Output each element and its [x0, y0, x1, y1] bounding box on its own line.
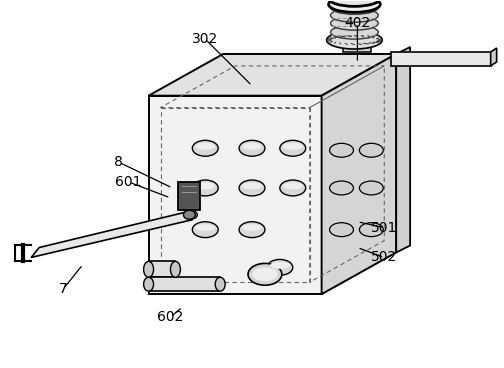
Polygon shape — [396, 47, 410, 252]
Text: 302: 302 — [192, 32, 218, 46]
Ellipse shape — [329, 0, 381, 6]
Ellipse shape — [215, 277, 225, 291]
Ellipse shape — [144, 277, 154, 291]
Ellipse shape — [196, 143, 215, 150]
Text: 7: 7 — [58, 282, 68, 296]
Ellipse shape — [280, 140, 306, 156]
Ellipse shape — [196, 224, 215, 231]
Ellipse shape — [239, 180, 265, 196]
Polygon shape — [31, 210, 196, 258]
Ellipse shape — [193, 180, 218, 196]
Ellipse shape — [359, 181, 383, 195]
Text: 8: 8 — [114, 155, 123, 169]
Text: 501: 501 — [371, 221, 398, 235]
Text: 502: 502 — [371, 251, 397, 265]
Ellipse shape — [330, 223, 353, 237]
Ellipse shape — [280, 180, 306, 196]
Polygon shape — [322, 54, 396, 294]
Ellipse shape — [242, 224, 262, 231]
Ellipse shape — [193, 140, 218, 156]
Ellipse shape — [270, 262, 290, 269]
Polygon shape — [149, 277, 220, 291]
Ellipse shape — [331, 8, 379, 22]
Ellipse shape — [359, 223, 383, 237]
Ellipse shape — [196, 183, 215, 190]
Polygon shape — [178, 182, 200, 210]
Polygon shape — [149, 96, 322, 294]
Ellipse shape — [283, 143, 303, 150]
Ellipse shape — [242, 143, 262, 150]
Polygon shape — [344, 40, 371, 52]
Ellipse shape — [327, 31, 382, 49]
Text: 601: 601 — [115, 175, 142, 189]
Ellipse shape — [183, 210, 196, 219]
Polygon shape — [149, 54, 396, 96]
Text: 602: 602 — [157, 310, 183, 324]
Text: 402: 402 — [344, 16, 370, 30]
Ellipse shape — [331, 16, 379, 30]
Ellipse shape — [239, 222, 265, 238]
Ellipse shape — [331, 25, 379, 39]
Ellipse shape — [252, 268, 278, 281]
Ellipse shape — [331, 0, 379, 14]
Ellipse shape — [193, 222, 218, 238]
Polygon shape — [491, 48, 496, 66]
Ellipse shape — [242, 183, 262, 190]
Ellipse shape — [359, 143, 383, 157]
Ellipse shape — [329, 0, 381, 12]
Polygon shape — [344, 35, 376, 40]
Ellipse shape — [170, 261, 180, 277]
Ellipse shape — [187, 211, 197, 219]
Ellipse shape — [283, 183, 303, 190]
Ellipse shape — [239, 140, 265, 156]
Ellipse shape — [330, 181, 353, 195]
Ellipse shape — [267, 259, 293, 275]
Ellipse shape — [248, 263, 282, 285]
Ellipse shape — [144, 261, 154, 277]
Polygon shape — [149, 261, 175, 277]
Polygon shape — [391, 52, 491, 66]
Ellipse shape — [330, 143, 353, 157]
